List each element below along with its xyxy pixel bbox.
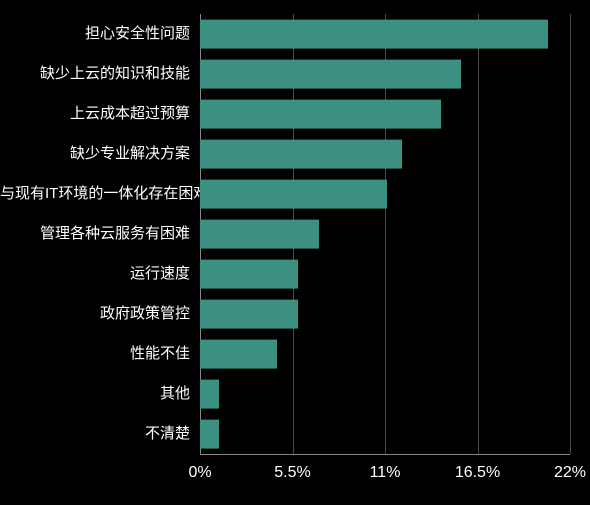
bar-track: [200, 334, 570, 374]
bar-track: [200, 94, 570, 134]
bar-track: [200, 374, 570, 414]
category-label: 其他: [0, 386, 200, 403]
bar-track: [200, 54, 570, 94]
category-label: 运行速度: [0, 266, 200, 283]
category-label: 担心安全性问题: [0, 26, 200, 43]
category-label: 与现有IT环境的一体化存在困难: [0, 186, 200, 203]
bar: [200, 100, 441, 129]
x-tick-label: 0%: [188, 464, 211, 482]
bar-row: 与现有IT环境的一体化存在困难: [0, 174, 570, 214]
bar-track: [200, 414, 570, 454]
category-label: 政府政策管控: [0, 306, 200, 323]
x-tick-label: 11%: [370, 464, 401, 482]
gridline: [570, 14, 571, 454]
bar-row: 不清楚: [0, 414, 570, 454]
x-tick-label: 5.5%: [274, 464, 310, 482]
plot-area: 担心安全性问题缺少上云的知识和技能上云成本超过预算缺少专业解决方案与现有IT环境…: [200, 14, 570, 454]
bar-track: [200, 174, 570, 214]
bar-row: 性能不佳: [0, 334, 570, 374]
bar-row: 政府政策管控: [0, 294, 570, 334]
bar-track: [200, 254, 570, 294]
bar-track: [200, 294, 570, 334]
bar-track: [200, 14, 570, 54]
category-label: 管理各种云服务有困难: [0, 226, 200, 243]
category-label: 缺少专业解决方案: [0, 146, 200, 163]
bar: [200, 180, 387, 209]
bar-row: 管理各种云服务有困难: [0, 214, 570, 254]
bar-track: [200, 134, 570, 174]
barriers-bar-chart: 担心安全性问题缺少上云的知识和技能上云成本超过预算缺少专业解决方案与现有IT环境…: [0, 0, 590, 505]
category-label: 缺少上云的知识和技能: [0, 66, 200, 83]
bar: [200, 300, 298, 329]
bar-row: 上云成本超过预算: [0, 94, 570, 134]
bar: [200, 340, 277, 369]
x-tick-label: 22%: [554, 464, 586, 482]
x-tick-label: 16.5%: [455, 464, 500, 482]
bar: [200, 140, 402, 169]
category-label: 不清楚: [0, 426, 200, 443]
bar: [200, 20, 548, 49]
bar-row: 缺少专业解决方案: [0, 134, 570, 174]
bar: [200, 60, 461, 89]
x-axis-line: [200, 454, 570, 455]
bar: [200, 380, 219, 409]
bar-row: 缺少上云的知识和技能: [0, 54, 570, 94]
bar-track: [200, 214, 570, 254]
bar-row: 担心安全性问题: [0, 14, 570, 54]
bar: [200, 220, 319, 249]
bar: [200, 260, 298, 289]
bar: [200, 420, 219, 449]
category-label: 上云成本超过预算: [0, 106, 200, 123]
bar-row: 运行速度: [0, 254, 570, 294]
category-label: 性能不佳: [0, 346, 200, 363]
bar-row: 其他: [0, 374, 570, 414]
